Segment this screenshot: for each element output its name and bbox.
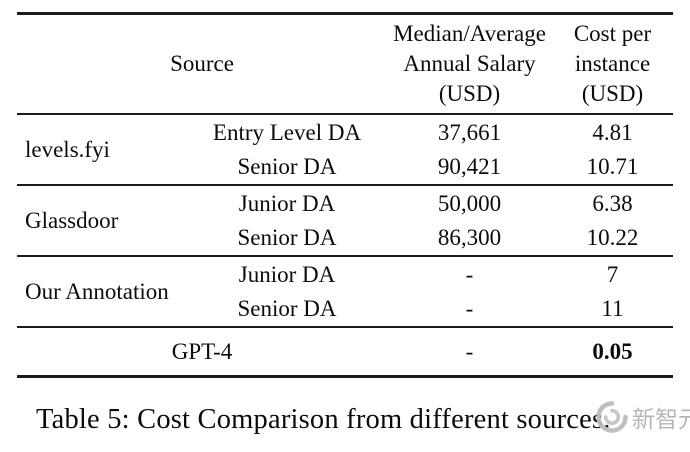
xinzhiyuan-swirl-logo-icon [594,399,630,435]
column-header-cost-line3: (USD) [581,81,644,106]
salary-cell: 50,000 [437,190,502,216]
salary-cell: 37,661 [437,119,502,145]
cost-cells: 7 11 [552,257,673,326]
cost-cell: 7 [606,261,619,287]
level-cells: Entry Level DA Senior DA [187,115,387,184]
table-caption: Table 5: Cost Comparison from different … [36,404,611,435]
table-group-levels-fyi: levels.fyi Entry Level DA Senior DA 37,6… [17,115,673,186]
column-header-cost: Cost per instance (USD) [552,15,673,113]
level-cell: Senior DA [237,153,337,179]
cost-cell: 4.81 [592,119,633,145]
table-group-our-annotation: Our Annotation Junior DA Senior DA - - 7… [17,257,673,328]
level-cell: Junior DA [238,261,336,287]
salary-cells: 50,000 86,300 [387,186,552,255]
table-group-glassdoor: Glassdoor Junior DA Senior DA 50,000 86,… [17,186,673,257]
salary-cells: - - [387,257,552,326]
source-label: levels.fyi [25,136,110,162]
cost-comparison-table: Source Median/Average Annual Salary (USD… [17,12,673,378]
cost-cells: 4.81 10.71 [552,115,673,184]
cost-cell: 6.38 [592,190,633,216]
column-header-salary-line2: Annual Salary [403,51,536,76]
salary-cell: - [465,261,474,287]
level-cell: Senior DA [237,224,337,250]
column-header-salary: Median/Average Annual Salary (USD) [387,15,552,113]
column-header-salary-line3: (USD) [438,81,501,106]
cost-cell: 10.22 [586,224,639,250]
salary-cell: 86,300 [437,224,502,250]
column-header-cost-line2: instance [574,51,651,76]
cost-cell: 11 [601,295,624,321]
column-header-cost-line1: Cost per [573,21,652,46]
level-cell: Junior DA [238,190,336,216]
column-header-salary-line1: Median/Average [393,21,546,46]
column-header-source: Source [170,51,234,77]
watermark-text: 新智元 [632,407,690,433]
table-header-row: Source Median/Average Annual Salary (USD… [17,15,673,115]
cost-cells: 6.38 10.22 [552,186,673,255]
gpt4-salary-cell: - [465,338,474,364]
table-row-gpt4: GPT-4 - 0.05 [17,328,673,378]
level-cell: Senior DA [237,295,337,321]
gpt4-label: GPT-4 [171,338,233,364]
cost-cell: 10.71 [586,153,639,179]
gpt4-cost-cell: 0.05 [592,338,633,364]
salary-cell: 90,421 [437,153,502,179]
source-label: Our Annotation [25,278,169,304]
watermark: 新智元 [594,399,690,435]
salary-cells: 37,661 90,421 [387,115,552,184]
salary-cell: - [465,295,474,321]
level-cell: Entry Level DA [212,119,362,145]
source-label: Glassdoor [25,207,119,233]
level-cells: Junior DA Senior DA [187,186,387,255]
level-cells: Junior DA Senior DA [187,257,387,326]
